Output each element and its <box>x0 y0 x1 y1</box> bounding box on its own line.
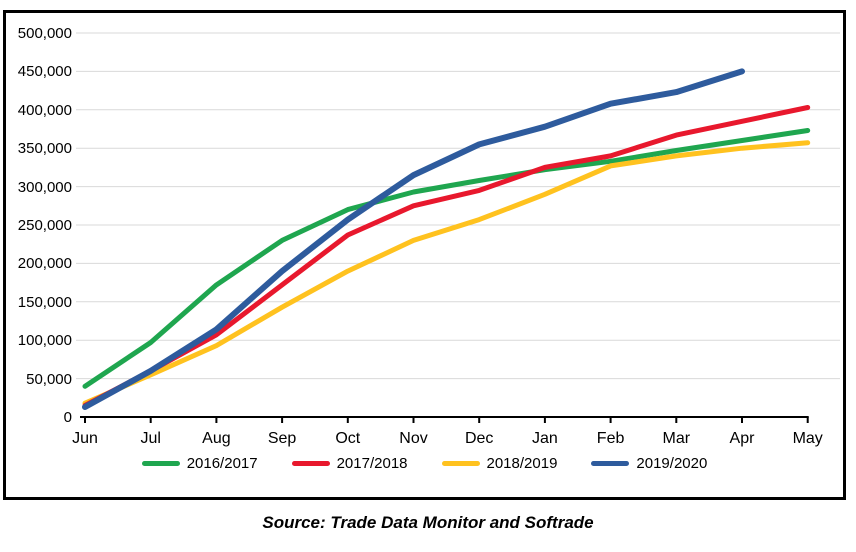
y-axis-label: 100,000 <box>17 332 72 350</box>
x-axis-label: Jun <box>72 430 98 447</box>
legend-item: 2016/2017 <box>141 455 258 472</box>
y-axis-label: 200,000 <box>17 255 72 273</box>
x-axis-label: Mar <box>662 430 691 447</box>
x-axis-label: Sep <box>267 430 297 447</box>
y-axis-label: 350,000 <box>17 140 72 158</box>
x-axis-label: Jan <box>531 430 558 447</box>
x-axis-label: Jul <box>140 430 161 447</box>
y-axis-label: 300,000 <box>17 178 72 196</box>
legend-item: 2019/2020 <box>591 455 707 472</box>
x-axis-label: Nov <box>399 430 428 447</box>
legend-swatch <box>141 461 180 466</box>
chart-figure: 0 50,000 100,000 150,000 200,000 250,000 300,0… <box>3 10 846 500</box>
y-axis-label: 500,000 <box>17 25 72 42</box>
x-axis-label: Feb <box>596 430 625 447</box>
legend-label: 2019/2020 <box>636 455 708 472</box>
legend-label: 2018/2019 <box>486 455 558 472</box>
x-axis-label: Apr <box>729 430 755 447</box>
y-axis-label: 400,000 <box>17 101 72 119</box>
legend-swatch <box>591 461 630 466</box>
legend: 2016/2017 2017/2018 2018/2019 2019/2020 <box>6 455 843 472</box>
y-axis-label: 0 <box>63 409 72 426</box>
legend-item: 2017/2018 <box>291 455 408 472</box>
y-axis-label: 150,000 <box>17 293 72 311</box>
series-line-2017-2018 <box>82 105 811 408</box>
legend-label: 2016/2017 <box>186 455 258 472</box>
legend-swatch <box>291 461 330 466</box>
x-axis-label: Aug <box>202 430 231 447</box>
series-line-2016-2017 <box>82 128 811 389</box>
plot-svg <box>76 32 840 423</box>
source-note: Source: Trade Data Monitor and Softrade <box>262 513 594 532</box>
legend-swatch <box>441 461 480 466</box>
y-axis-label: 250,000 <box>17 217 72 234</box>
y-axis-label: 50,000 <box>26 370 72 388</box>
x-axis-label: May <box>792 430 823 447</box>
x-axis-label: Oct <box>335 430 361 447</box>
series-line-2018-2019 <box>82 140 811 406</box>
y-axis-label: 450,000 <box>17 63 72 81</box>
legend-label: 2017/2018 <box>336 455 408 472</box>
series-line-2019-2020 <box>82 68 745 410</box>
legend-item: 2018/2019 <box>441 455 558 472</box>
x-axis-label: Dec <box>464 430 494 447</box>
